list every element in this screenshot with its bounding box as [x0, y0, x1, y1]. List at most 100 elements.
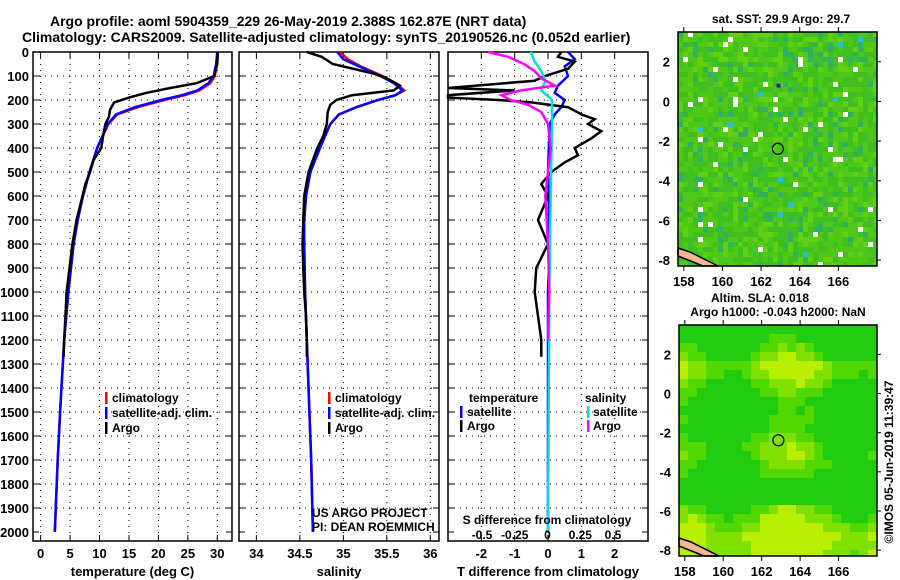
- map-cell: [863, 182, 868, 187]
- map-cell: [713, 37, 718, 42]
- map-cell: [805, 496, 814, 505]
- map-cell: [868, 242, 873, 247]
- map-cell: [713, 112, 718, 117]
- map-cell: [708, 117, 713, 122]
- map-cell: [728, 32, 733, 37]
- map-cell: [778, 460, 787, 469]
- map-cell: [818, 182, 823, 187]
- map-cell: [683, 227, 688, 232]
- map-cell: [773, 132, 778, 137]
- map-cell: [688, 42, 693, 47]
- map-cell: [793, 227, 798, 232]
- map-cell: [858, 47, 863, 52]
- map-cell: [788, 147, 793, 152]
- map-cell: [793, 262, 798, 266]
- map-cell: [783, 67, 788, 72]
- map-cell: [758, 92, 763, 97]
- map-cell: [823, 62, 828, 67]
- map-cell: [853, 117, 858, 122]
- map-cell: [728, 147, 733, 152]
- map-cell: [703, 242, 708, 247]
- map-cell: [742, 550, 751, 556]
- map-cell: [788, 52, 793, 57]
- map-cell: [693, 242, 698, 247]
- map-cell: [873, 157, 877, 162]
- map-cell: [814, 361, 823, 370]
- map-cell: [715, 415, 724, 424]
- map-cell: [818, 252, 823, 257]
- map-cell: [863, 207, 868, 212]
- map-cell: [718, 207, 723, 212]
- map-cell: [708, 47, 713, 52]
- map-cell: [697, 478, 706, 487]
- map-cell: [805, 451, 814, 460]
- map-cell: [693, 77, 698, 82]
- map-cell: [783, 167, 788, 172]
- map-cell: [768, 222, 773, 227]
- map-cell: [848, 157, 853, 162]
- map-cell: [724, 388, 733, 397]
- map-cell: [805, 550, 814, 556]
- map-cell: [813, 107, 818, 112]
- map-cell: [805, 541, 814, 550]
- map-cell: [751, 424, 760, 433]
- map-cell: [808, 237, 813, 242]
- map-cell: [708, 147, 713, 152]
- map-cell: [832, 433, 841, 442]
- map-cell: [715, 541, 724, 550]
- map-cell: [796, 370, 805, 379]
- map-cell: [858, 102, 863, 107]
- map-cell: [788, 107, 793, 112]
- map-cell: [828, 172, 833, 177]
- map-cell: [818, 52, 823, 57]
- map-cell: [783, 77, 788, 82]
- map-cell: [698, 187, 703, 192]
- map-cell: [724, 442, 733, 451]
- map-cell: [693, 152, 698, 157]
- map-cell: [853, 212, 858, 217]
- map-cell: [850, 388, 859, 397]
- map-cell: [760, 505, 769, 514]
- x-tick-label: 10: [92, 546, 106, 561]
- map-cell: [708, 227, 713, 232]
- map-cell: [688, 37, 693, 42]
- map-cell: [733, 117, 738, 122]
- map-cell: [873, 257, 877, 262]
- map-cell: [841, 406, 850, 415]
- map-cell: [706, 451, 715, 460]
- map-cell: [728, 132, 733, 137]
- map-cell: [813, 37, 818, 42]
- map-cell: [723, 72, 728, 77]
- map-cell: [713, 167, 718, 172]
- map-cell: [868, 42, 873, 47]
- map-cell: [818, 202, 823, 207]
- map-cell: [873, 222, 877, 227]
- map-cell: [723, 132, 728, 137]
- map-cell: [683, 102, 688, 107]
- map-cell: [718, 242, 723, 247]
- map-cell: [723, 222, 728, 227]
- map-cell: [828, 42, 833, 47]
- map-cell: [853, 142, 858, 147]
- map-cell: [787, 505, 796, 514]
- map-cell: [873, 197, 877, 202]
- map-cell: [793, 57, 798, 62]
- map-cell: [788, 102, 793, 107]
- map-cell: [743, 162, 748, 167]
- map-cell: [758, 157, 763, 162]
- map-cell: [733, 550, 742, 556]
- map-cell: [803, 47, 808, 52]
- map-cell: [814, 469, 823, 478]
- x-tick-label: 34.5: [287, 546, 312, 561]
- map-cell: [718, 67, 723, 72]
- map-cell: [769, 451, 778, 460]
- map-cell: [753, 232, 758, 237]
- map-cell: [853, 102, 858, 107]
- map-cell: [768, 217, 773, 222]
- map-cell: [798, 77, 803, 82]
- map-cell: [768, 187, 773, 192]
- map-cell: [858, 132, 863, 137]
- figure-subtitle: Climatology: CARS2009. Satellite-adjuste…: [22, 29, 631, 45]
- map-cell: [848, 42, 853, 47]
- map-cell: [748, 62, 753, 67]
